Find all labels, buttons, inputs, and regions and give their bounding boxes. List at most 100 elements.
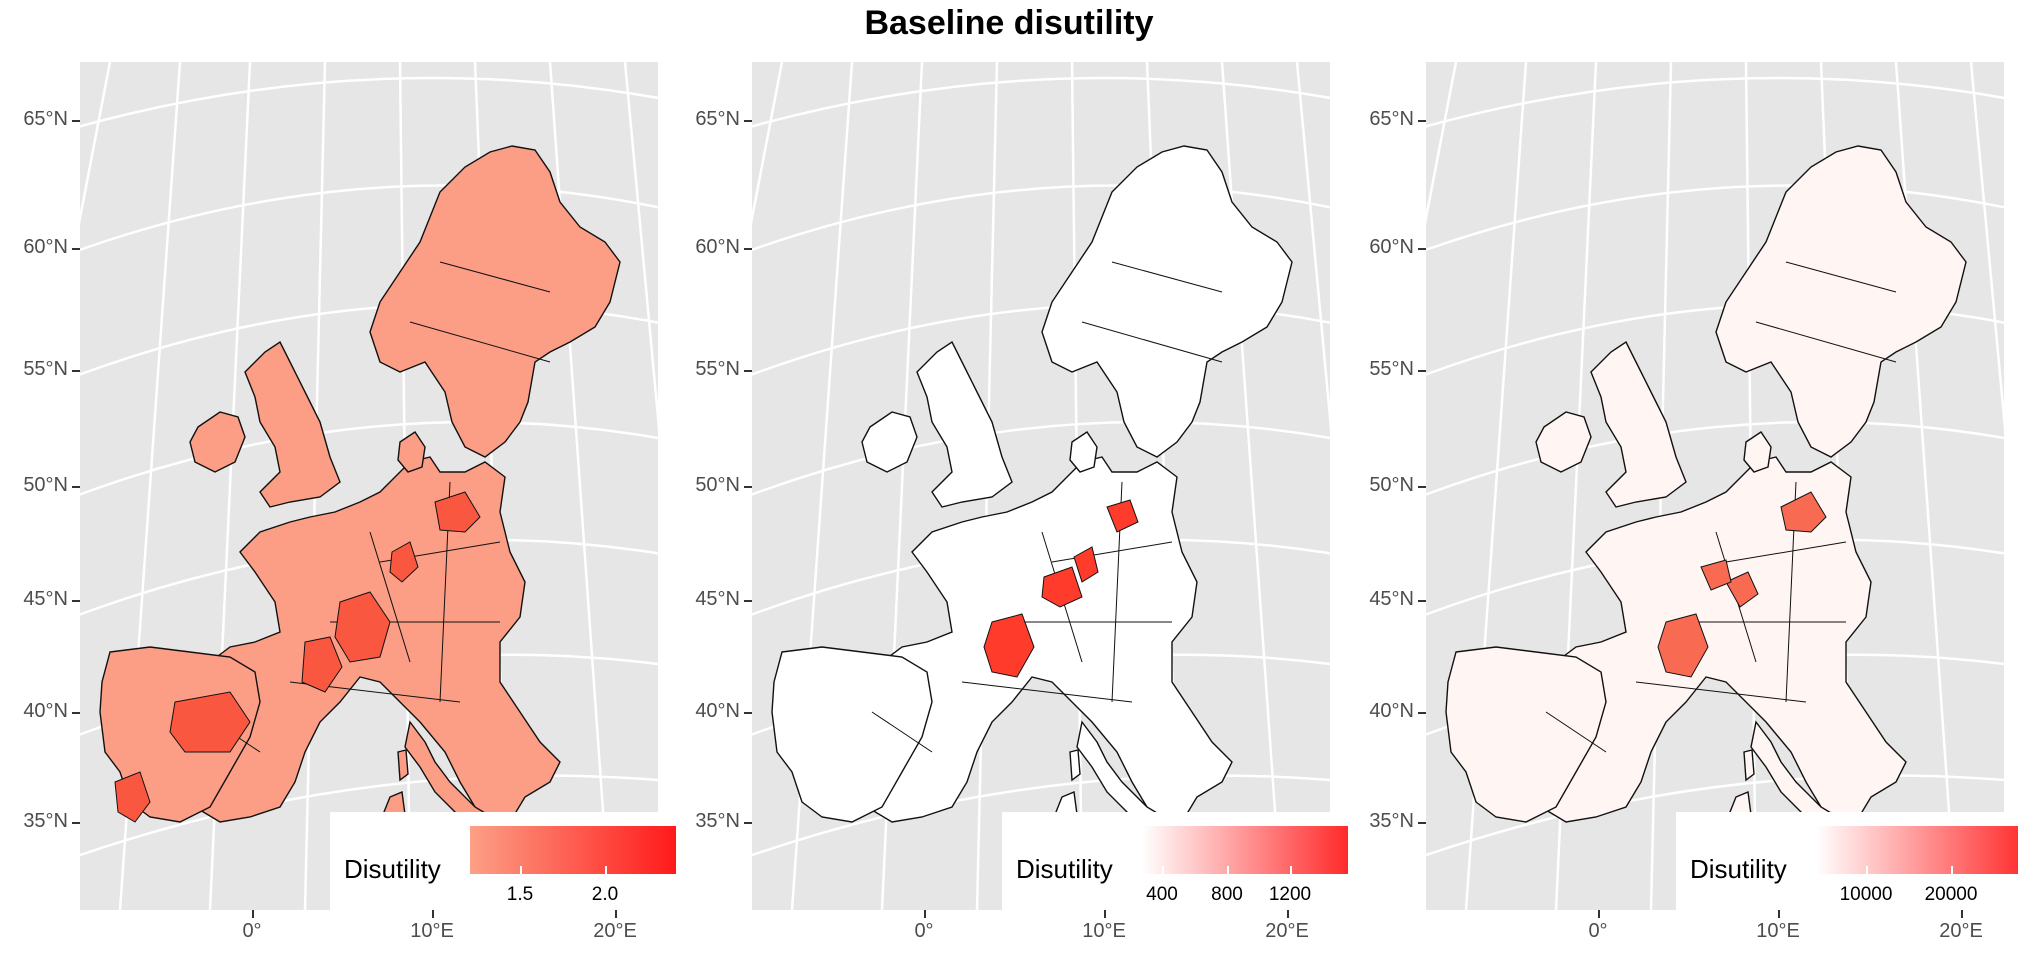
legend-tick-label: 20000: [1924, 884, 1978, 905]
region-scandinavia: [1041, 145, 1293, 458]
latitude-tick: [744, 486, 752, 488]
meridian-gridline: [623, 62, 658, 431]
meridian-gridline: [80, 62, 112, 225]
region-border: [1785, 261, 1897, 293]
longitude-tick: [924, 910, 926, 918]
region-corsica: [1743, 749, 1755, 782]
latitude-tick: [744, 120, 752, 122]
latitude-label: 50°N: [23, 474, 68, 496]
region-border: [1111, 261, 1223, 293]
latitude-label: 40°N: [1369, 700, 1414, 722]
region-britain: [916, 340, 1013, 508]
region-border: [961, 681, 1133, 703]
meridian-gridline: [1295, 62, 1330, 431]
latitude-label: 45°N: [695, 588, 740, 610]
region-border: [1725, 541, 1847, 563]
latitude-gridline: [80, 76, 658, 128]
longitude-tick: [252, 910, 254, 918]
high-disutility-region: [1657, 613, 1709, 678]
latitude-label: 45°N: [1369, 588, 1414, 610]
high-disutility-region: [114, 771, 151, 823]
latitude-label: 35°N: [1369, 810, 1414, 832]
meridian-gridline: [752, 62, 784, 225]
latitude-tick: [72, 248, 80, 250]
region-border: [1081, 321, 1223, 363]
legend-tick-mark: [520, 866, 522, 874]
meridian-gridline: [1894, 62, 1958, 910]
region-corsica: [1069, 749, 1081, 782]
high-disutility-region: [169, 691, 251, 753]
latitude-tick: [72, 120, 80, 122]
latitude-gridline: [1426, 76, 2004, 128]
region-ireland: [1535, 411, 1592, 473]
region-border: [871, 711, 933, 753]
latitude-gridline: [752, 76, 1330, 128]
longitude-tick: [1287, 910, 1289, 918]
longitude-label: 0°: [1588, 920, 1608, 942]
region-spain: [771, 646, 933, 823]
legend-tick-mark: [605, 866, 607, 874]
latitude-gridline: [80, 184, 658, 252]
latitude-tick: [72, 822, 80, 824]
latitude-label: 50°N: [695, 474, 740, 496]
legend-colorbar: [1816, 826, 2018, 874]
latitude-tick: [744, 370, 752, 372]
latitude-label: 60°N: [1369, 236, 1414, 258]
legend-colorbar: [1142, 826, 1348, 874]
latitude-label: 65°N: [23, 108, 68, 130]
longitude-label: 0°: [914, 920, 934, 942]
latitude-tick: [744, 712, 752, 714]
longitude-tick: [615, 910, 617, 918]
latitude-gridline: [1426, 420, 2004, 496]
legend-tick-label: 2.0: [591, 884, 619, 905]
map-canvas: [752, 62, 1330, 910]
meridian-gridline: [548, 62, 612, 910]
latitude-label: 35°N: [23, 810, 68, 832]
latitude-tick: [744, 248, 752, 250]
legend-title: Disutility: [344, 854, 441, 884]
longitude-label: 10°E: [1756, 920, 1800, 942]
region-border: [1545, 711, 1607, 753]
latitude-tick: [72, 370, 80, 372]
latitude-label: 65°N: [1369, 108, 1414, 130]
region-britain: [1590, 340, 1687, 508]
latitude-label: 40°N: [23, 700, 68, 722]
high-disutility-region: [334, 591, 391, 663]
longitude-tick: [1961, 910, 1963, 918]
high-disutility-region: [389, 541, 419, 583]
latitude-gridline: [752, 420, 1330, 496]
latitude-tick: [1418, 822, 1426, 824]
latitude-tick: [1418, 248, 1426, 250]
high-disutility-region: [1041, 566, 1083, 608]
meridian-gridline: [1220, 62, 1284, 910]
legend-title: Disutility: [1690, 854, 1787, 884]
colorbar-legend: Disutility 1.5 2.0: [330, 812, 676, 914]
longitude-label: 10°E: [1082, 920, 1126, 942]
legend-tick-mark: [1290, 866, 1292, 874]
longitude-tick: [432, 910, 434, 918]
region-border: [1051, 541, 1173, 563]
latitude-label: 35°N: [695, 810, 740, 832]
latitude-gridline: [1426, 184, 2004, 252]
latitude-label: 65°N: [695, 108, 740, 130]
longitude-label: 20°E: [1265, 920, 1309, 942]
region-denmark: [397, 431, 426, 473]
high-disutility-region: [983, 613, 1035, 678]
map-canvas: [80, 62, 658, 910]
longitude-tick: [1104, 910, 1106, 918]
high-disutility-region: [301, 636, 343, 693]
region-denmark: [1069, 431, 1098, 473]
region-scandinavia: [1715, 145, 1967, 458]
legend-tick-mark: [1227, 866, 1229, 874]
region-border: [369, 531, 411, 663]
latitude-tick: [744, 600, 752, 602]
meridian-gridline: [1426, 62, 1458, 225]
longitude-label: 20°E: [593, 920, 637, 942]
latitude-gridline: [752, 774, 1330, 857]
map-panel-right: [1426, 62, 2004, 910]
latitude-label: 60°N: [695, 236, 740, 258]
high-disutility-region: [1700, 559, 1732, 591]
region-border: [439, 261, 551, 293]
legend-tick-label: 800: [1211, 884, 1243, 905]
latitude-gridline: [80, 774, 658, 857]
